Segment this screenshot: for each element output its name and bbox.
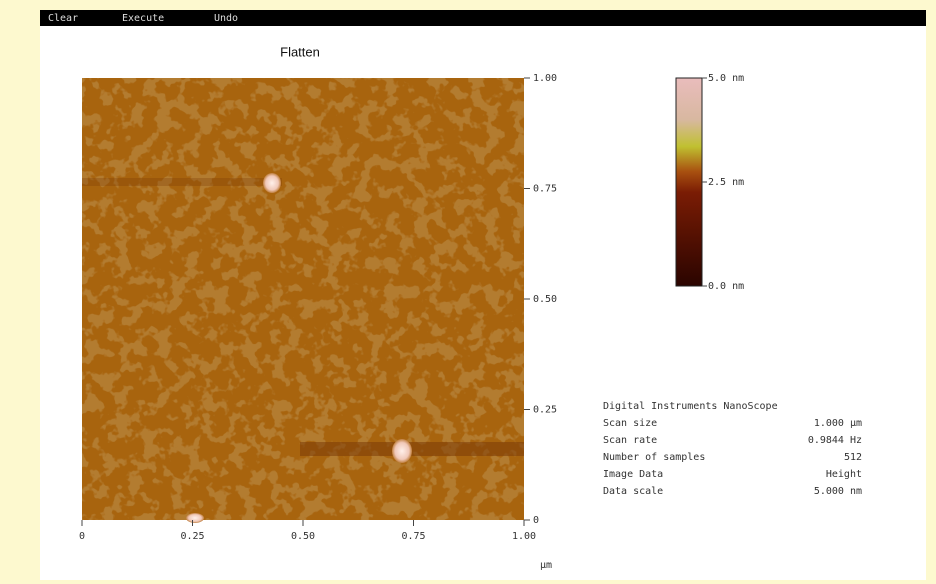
info-label: Number of samples — [603, 452, 705, 463]
x-tick-label: 0.75 — [401, 531, 425, 542]
x-tick-label: 0 — [79, 531, 85, 542]
y-tick-label: 0.50 — [533, 294, 557, 305]
x-tick-label: 0.50 — [291, 531, 315, 542]
image-title: Flatten — [280, 44, 320, 59]
menu-item[interactable]: Execute — [122, 13, 164, 24]
particle — [263, 173, 281, 193]
colorbar-label: 2.5 nm — [708, 177, 744, 188]
y-tick-label: 0.75 — [533, 184, 557, 195]
info-value: 0.9844 Hz — [808, 435, 862, 446]
info-header: Digital Instruments NanoScope — [603, 401, 778, 412]
afm-image — [82, 78, 524, 523]
info-label: Scan size — [603, 418, 657, 429]
particle — [392, 439, 412, 463]
x-tick-label: 0.25 — [180, 531, 204, 542]
menu-item[interactable]: Undo — [214, 13, 238, 24]
colorbar-label: 0.0 nm — [708, 281, 744, 292]
colorbar — [676, 78, 702, 286]
info-label: Image Data — [603, 469, 663, 480]
info-label: Data scale — [603, 486, 663, 497]
menu-item[interactable]: Clear — [48, 13, 78, 24]
info-value: Height — [826, 469, 862, 480]
y-tick-label: 0.25 — [533, 405, 557, 416]
info-label: Scan rate — [603, 435, 657, 446]
info-value: 1.000 µm — [814, 418, 862, 429]
y-tick-label: 1.00 — [533, 73, 557, 84]
scan-streak — [82, 178, 282, 186]
particle — [186, 513, 204, 523]
menu-bar — [40, 10, 926, 26]
colorbar-label: 5.0 nm — [708, 73, 744, 84]
scan-streak — [300, 442, 524, 456]
info-value: 5.000 nm — [814, 486, 862, 497]
x-unit: µm — [540, 560, 552, 571]
page: Flatten µm Clear Execute Undo 1.00 0.75 0.50 0… — [0, 0, 936, 584]
y-tick-label: 0 — [533, 515, 539, 526]
info-value: 512 — [844, 452, 862, 463]
screen: Flatten µm Clear Execute Undo 1.00 0.75 0.50 0… — [0, 0, 936, 584]
x-tick-label: 1.00 — [512, 531, 536, 542]
